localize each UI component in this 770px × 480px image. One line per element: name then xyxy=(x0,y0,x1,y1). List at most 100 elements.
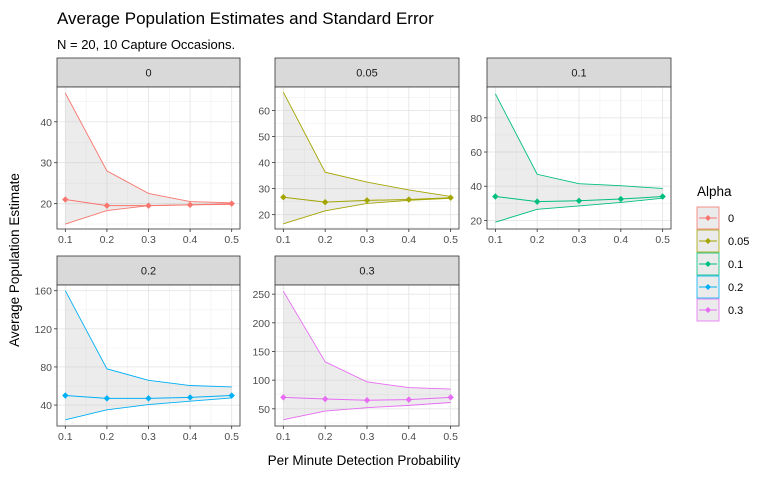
legend-label: 0.1 xyxy=(728,259,743,271)
estimate-point xyxy=(186,201,194,209)
facet-strip xyxy=(274,255,460,286)
legend-label: 0.3 xyxy=(728,305,743,317)
y-tick-label: 150 xyxy=(252,346,270,358)
panel-border xyxy=(486,86,672,230)
legend-label: 0.05 xyxy=(728,236,749,248)
y-tick-label: 20 xyxy=(470,215,482,227)
x-tick-label: 0.2 xyxy=(100,234,115,246)
facet-strip-label: 0.1 xyxy=(571,68,586,80)
facet-strip-label: 0.3 xyxy=(359,266,374,278)
x-tick-label: 0.3 xyxy=(141,234,156,246)
y-tick-label: 100 xyxy=(252,375,270,387)
facet-strip-label: 0 xyxy=(145,68,151,80)
estimate-point xyxy=(321,395,329,403)
x-tick-label: 0.4 xyxy=(614,234,629,246)
x-tick-label: 0.1 xyxy=(58,431,73,443)
x-tick-label: 0.5 xyxy=(224,431,239,443)
estimate-point xyxy=(533,198,541,205)
facet-panel: 0.2 0.1 0.2 0.3 0.4 0.5 40 80 120 160 xyxy=(34,255,241,443)
estimate-point xyxy=(186,394,194,401)
legend: Alpha 0 0.05 0.1 0.2 0.3 xyxy=(696,184,749,322)
lower-bound-line xyxy=(495,197,663,223)
standard-error-ribbon xyxy=(65,93,232,225)
legend-item: 0 xyxy=(696,206,734,230)
y-tick-label: 40 xyxy=(258,158,270,170)
estimate-point xyxy=(447,194,454,201)
upper-bound-line xyxy=(64,92,232,204)
estimate-point xyxy=(145,395,152,402)
x-axis-title: Per Minute Detection Probability xyxy=(268,453,461,468)
estimate-point xyxy=(103,395,111,402)
y-tick-label: 60 xyxy=(258,105,270,117)
x-tick-label: 0.1 xyxy=(58,234,73,246)
estimate-point xyxy=(363,197,371,204)
x-tick-label: 0.4 xyxy=(183,234,198,246)
legend-item: 0.2 xyxy=(696,275,743,299)
x-tick-label: 0.2 xyxy=(318,431,333,443)
standard-error-ribbon xyxy=(65,290,232,420)
x-tick-label: 0.2 xyxy=(318,234,333,246)
x-tick-label: 0.1 xyxy=(276,234,291,246)
estimate-point xyxy=(280,394,287,401)
x-tick-label: 0.5 xyxy=(655,234,670,246)
y-tick-label: 80 xyxy=(470,113,482,125)
panel-border xyxy=(56,86,241,230)
x-tick-label: 0.4 xyxy=(402,234,417,246)
facet-panels: 0 0.1 0.2 0.3 0.4 0.5 20 30 40 0.05 0.1 0.2 0.3 0.4 0.… xyxy=(34,57,672,443)
x-tick-label: 0.3 xyxy=(572,234,587,246)
legend-label: 0 xyxy=(728,213,734,225)
legend-label: 0.2 xyxy=(728,282,743,294)
y-tick-label: 40 xyxy=(40,117,52,129)
x-tick-label: 0.3 xyxy=(360,431,375,443)
upper-bound-line xyxy=(64,290,232,388)
chart-subtitle: N = 20, 10 Capture Occasions. xyxy=(57,37,235,52)
legend-item: 0.1 xyxy=(696,252,743,276)
x-tick-label: 0.4 xyxy=(183,431,198,443)
estimate-point xyxy=(405,196,413,203)
panel-border xyxy=(56,284,241,427)
estimate-point xyxy=(103,202,111,209)
facet-panel: 0.05 0.1 0.2 0.3 0.4 0.5 20 30 40 50 60 xyxy=(258,57,460,246)
facet-strip xyxy=(56,255,241,286)
estimate-point xyxy=(492,193,499,200)
y-tick-label: 120 xyxy=(34,324,52,336)
lower-bound-line xyxy=(283,402,451,421)
lower-bound-line xyxy=(65,397,232,421)
y-tick-label: 30 xyxy=(40,158,52,170)
facet-panel: 0.1 0.1 0.2 0.3 0.4 0.5 20 40 60 80 xyxy=(470,57,672,246)
estimate-point xyxy=(145,202,152,209)
x-tick-label: 0.5 xyxy=(443,234,458,246)
legend-item: 0.3 xyxy=(696,298,743,322)
upper-bound-line xyxy=(494,93,663,189)
estimate-point xyxy=(62,196,69,203)
estimate-point xyxy=(447,394,454,401)
standard-error-ribbon xyxy=(495,93,663,223)
y-tick-label: 40 xyxy=(470,181,482,193)
y-tick-label: 160 xyxy=(34,286,52,298)
x-tick-label: 0.2 xyxy=(530,234,545,246)
legend-key-point xyxy=(705,307,711,313)
legend-key-point xyxy=(705,238,711,244)
estimate-point xyxy=(575,197,583,204)
x-tick-label: 0.2 xyxy=(100,431,115,443)
y-tick-label: 200 xyxy=(252,318,270,330)
x-tick-label: 0.3 xyxy=(141,431,156,443)
legend-key-point xyxy=(705,215,711,221)
y-tick-label: 30 xyxy=(258,184,270,196)
x-tick-label: 0.1 xyxy=(488,234,503,246)
estimate-point xyxy=(228,392,235,399)
upper-bound-line xyxy=(282,92,451,197)
x-tick-label: 0.1 xyxy=(276,431,291,443)
panel-border xyxy=(274,284,460,427)
facet-strip-label: 0.05 xyxy=(356,68,377,80)
facet-panel: 0.3 0.1 0.2 0.3 0.4 0.5 50 100 150 200 250 xyxy=(252,255,460,443)
legend-item: 0.05 xyxy=(696,229,749,253)
y-tick-label: 80 xyxy=(40,362,52,374)
y-tick-label: 20 xyxy=(258,210,270,222)
chart-title: Average Population Estimates and Standar… xyxy=(57,9,434,28)
y-tick-label: 40 xyxy=(40,400,52,412)
standard-error-ribbon xyxy=(283,92,451,224)
y-tick-label: 50 xyxy=(258,404,270,416)
legend-key-point xyxy=(705,284,711,290)
